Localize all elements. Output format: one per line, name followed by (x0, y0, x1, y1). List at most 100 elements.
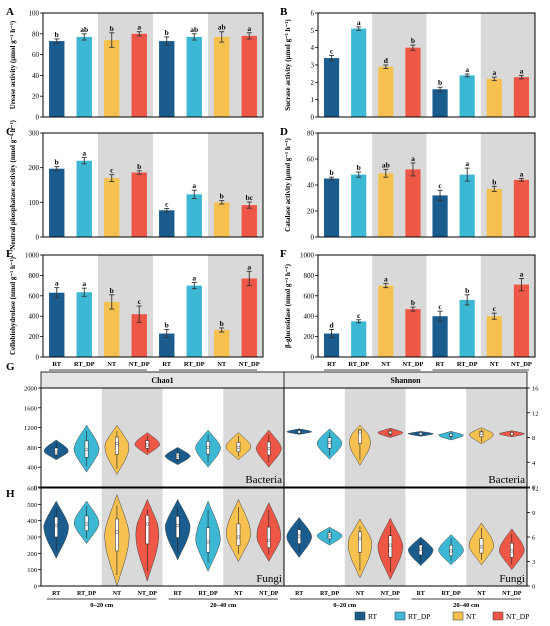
significance-letter: b (438, 78, 442, 87)
bar (241, 278, 257, 357)
facet-title: Shannon (390, 376, 421, 385)
median-point (449, 433, 453, 437)
bar (459, 75, 475, 117)
bar (214, 329, 230, 357)
axis-frame (317, 254, 536, 358)
y-tick-label: 9 (532, 510, 535, 517)
y-tick-label: 16 (532, 386, 539, 393)
y-tick-label: 40 (307, 182, 315, 190)
median-point (297, 534, 301, 538)
bar (214, 36, 230, 117)
median-point (267, 538, 271, 542)
bar (405, 169, 421, 237)
bar (513, 284, 530, 357)
significance-letter: ab (190, 25, 198, 34)
median-point (358, 537, 362, 541)
axis-frame (42, 132, 264, 238)
legend-swatch (394, 611, 406, 621)
y-tick-label: 4 (311, 44, 315, 52)
y-axis-label: Neutral phosphatase activity (nmol g⁻¹ h… (9, 120, 17, 250)
significance-letter: ab (382, 160, 390, 169)
bar (432, 89, 448, 117)
x-tick-label: RT_DP (74, 361, 95, 368)
y-tick-label: 8 (532, 435, 535, 442)
bar (351, 321, 367, 357)
x-tick-label: RT_DP (199, 591, 218, 597)
y-tick-label: 20 (32, 93, 40, 101)
x-tick-label: NT (217, 361, 227, 368)
x-tick-label: NT (234, 591, 242, 597)
significance-letter: a (192, 274, 196, 283)
significance-letter: bc (246, 193, 254, 202)
significance-letter: a (411, 154, 415, 163)
bar (76, 160, 92, 237)
y-axis-label: β-glucosidase (nmol g⁻¹ h⁻¹) (284, 263, 292, 348)
significance-letter: c (438, 181, 442, 190)
significance-letter: b (110, 286, 114, 295)
significance-letter: ab (218, 23, 226, 32)
y-tick-label: 3 (311, 62, 315, 70)
significance-letter: a (492, 68, 496, 77)
axis-frame (42, 12, 264, 118)
bar (186, 36, 202, 117)
bar (513, 77, 530, 117)
x-tick-label: NT_DP (138, 591, 158, 597)
median-point (115, 530, 119, 534)
bar (131, 314, 147, 357)
y-tick-label: 600 (304, 292, 315, 300)
bar (323, 178, 340, 237)
y-axis-label: Cellobiohydrolase (nmol g⁻¹ h⁻¹) (9, 256, 17, 355)
community-label: Fungi (499, 573, 525, 585)
x-tick-label: NT_DP (381, 591, 401, 597)
panel-label: F (280, 248, 287, 260)
y-tick-label: 0 (311, 234, 315, 242)
bar (241, 205, 257, 237)
bar (104, 178, 120, 237)
violin-box (206, 527, 210, 553)
violin-box (266, 526, 271, 548)
significance-letter: c (138, 297, 142, 306)
y-tick-label: 400 (27, 465, 37, 472)
bar (241, 35, 257, 117)
median-point (236, 445, 241, 449)
median-point (176, 523, 180, 528)
y-axis-label: Urease activity (μmol g⁻¹ h⁻¹) (9, 20, 17, 109)
significance-letter: b (110, 24, 114, 33)
community-label: Bacteria (245, 474, 282, 486)
bar (49, 168, 65, 237)
panel-label: A (6, 6, 14, 18)
y-tick-label: 6 (311, 10, 315, 18)
y-tick-label: 20 (307, 208, 315, 216)
legend-swatch (452, 611, 464, 621)
x-tick-label: NT (490, 361, 500, 368)
median-point (327, 533, 332, 537)
median-point (479, 545, 484, 549)
bar (459, 174, 475, 237)
y-tick-label: 60 (32, 51, 40, 59)
median-point (388, 430, 392, 435)
y-tick-label: 0 (36, 114, 40, 122)
legend-swatch (492, 611, 504, 621)
y-axis-label: Sucrase activity (μmol g⁻¹ h⁻¹) (284, 19, 292, 111)
group-label: 20–40 cm (210, 602, 237, 609)
y-tick-label: 200 (27, 551, 37, 558)
significance-letter: b (357, 163, 361, 172)
y-tick-label: 1200 (24, 425, 37, 432)
significance-letter: ab (80, 25, 88, 34)
panel-label: C (6, 126, 14, 138)
y-tick-label: 60 (307, 156, 315, 164)
median-point (176, 454, 180, 458)
group-label: 20–40 cm (453, 602, 480, 609)
y-tick-label: 1600 (24, 405, 37, 412)
violin-box (358, 531, 362, 553)
y-tick-label: 400 (304, 313, 315, 321)
median-point (510, 549, 514, 553)
legend-label: NT_DP (506, 612, 529, 621)
significance-letter: b (137, 162, 141, 171)
median-point (297, 430, 301, 434)
median-point (510, 432, 514, 436)
significance-letter: a (137, 23, 141, 32)
x-tick-label: RT_DP (77, 591, 96, 597)
bar (104, 40, 120, 117)
